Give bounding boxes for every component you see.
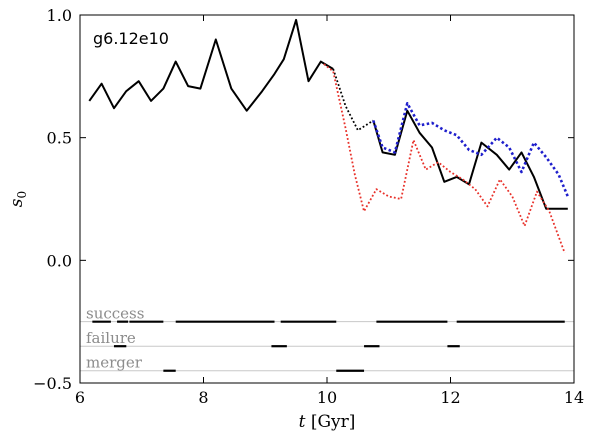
y-tick-label: 0.5 xyxy=(47,129,72,148)
y-tick-label: 1.0 xyxy=(47,6,72,25)
series-line-4 xyxy=(323,63,566,254)
band-label-failure: failure xyxy=(86,329,136,347)
plot-frame xyxy=(79,14,575,384)
band-label-success: success xyxy=(86,305,144,323)
x-tick-label: 12 xyxy=(440,388,460,407)
x-tick-label: 14 xyxy=(564,388,584,407)
y-tick-label: 0.0 xyxy=(47,251,72,270)
band-label-merger: merger xyxy=(86,354,143,372)
x-tick-label: 8 xyxy=(198,388,208,407)
series-line-0 xyxy=(88,18,334,112)
x-tick-label: 6 xyxy=(75,388,85,407)
panel-annotation: g6.12e10 xyxy=(93,29,169,48)
y-tick-label: −0.5 xyxy=(33,374,72,393)
series-layer xyxy=(88,18,569,254)
bands-layer: success failure merger xyxy=(80,305,574,372)
ticks-layer: 6 8 10 12 14 1.0 0.5 0.0 −0.5 xyxy=(33,6,584,407)
x-tick-label: 10 xyxy=(317,388,337,407)
y-axis-label: s0 xyxy=(7,191,29,207)
x-axis-label: t [Gyr] xyxy=(299,412,356,432)
series-line-2 xyxy=(372,109,568,210)
series-line-3 xyxy=(372,102,569,198)
series-line-1 xyxy=(332,68,374,132)
